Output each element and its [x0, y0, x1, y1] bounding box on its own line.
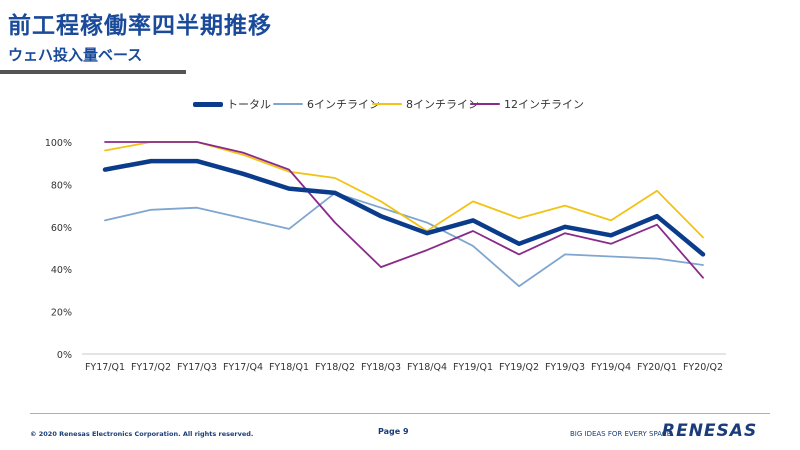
x-tick-label: FY20/Q2	[683, 362, 723, 373]
y-tick-label: 0%	[57, 350, 72, 361]
footer-divider	[30, 413, 770, 414]
x-tick-label: FY18/Q2	[315, 362, 355, 373]
legend-item-8inch: 8インチライン	[372, 96, 479, 112]
y-tick-label: 80%	[51, 180, 72, 191]
renesas-logo: RENESAS	[662, 421, 758, 441]
page-title: 前工程稼働率四半期推移	[8, 13, 272, 39]
legend-label-6inch: 6インチライン	[307, 98, 380, 111]
chart-legend: トータル 6インチライン 8インチライン 12インチライン	[0, 96, 800, 114]
x-tick-label: FY19/Q4	[591, 362, 631, 373]
page-number: Page 9	[378, 427, 409, 436]
y-tick-label: 20%	[51, 308, 72, 319]
legend-item-6inch: 6インチライン	[273, 96, 380, 112]
legend-swatch-8inch	[372, 103, 402, 105]
legend-item-total: トータル	[193, 96, 271, 112]
series-line-total	[102, 158, 706, 257]
legend-label-12inch: 12インチライン	[504, 98, 584, 111]
page-subtitle: ウェハ投入量ベース	[8, 46, 143, 64]
x-tick-label: FY18/Q1	[269, 362, 309, 373]
series-line-6inch	[104, 192, 704, 288]
x-tick-label: FY17/Q3	[177, 362, 217, 373]
brand-tagline: BIG IDEAS FOR EVERY SPACE	[570, 430, 672, 438]
x-tick-label: FY19/Q1	[453, 362, 493, 373]
legend-swatch-12inch	[470, 103, 500, 105]
y-tick-label: 60%	[51, 223, 72, 234]
copyright-text: © 2020 Renesas Electronics Corporation. …	[30, 430, 254, 438]
x-tick-label: FY19/Q3	[545, 362, 585, 373]
x-tick-label: FY17/Q2	[131, 362, 171, 373]
line-chart: 0% 20% 40% 60% 80% 100% FY17/Q1 FY17/Q2 FY17/Q3 F…	[45, 138, 726, 373]
legend-label-total: トータル	[227, 98, 271, 111]
x-tick-label: FY18/Q4	[407, 362, 447, 373]
x-tick-label: FY19/Q2	[499, 362, 539, 373]
x-tick-label: FY20/Q1	[637, 362, 677, 373]
series-line-12inch	[104, 141, 704, 279]
legend-swatch-6inch	[273, 103, 303, 105]
x-tick-label: FY18/Q3	[361, 362, 401, 373]
y-tick-label: 40%	[51, 265, 72, 276]
title-underline	[0, 70, 186, 74]
y-tick-label: 100%	[45, 138, 72, 149]
x-tick-label: FY17/Q1	[85, 362, 125, 373]
legend-label-8inch: 8インチライン	[406, 98, 479, 111]
legend-item-12inch: 12インチライン	[470, 96, 584, 112]
x-tick-label: FY17/Q4	[223, 362, 263, 373]
legend-swatch-total	[193, 101, 223, 107]
